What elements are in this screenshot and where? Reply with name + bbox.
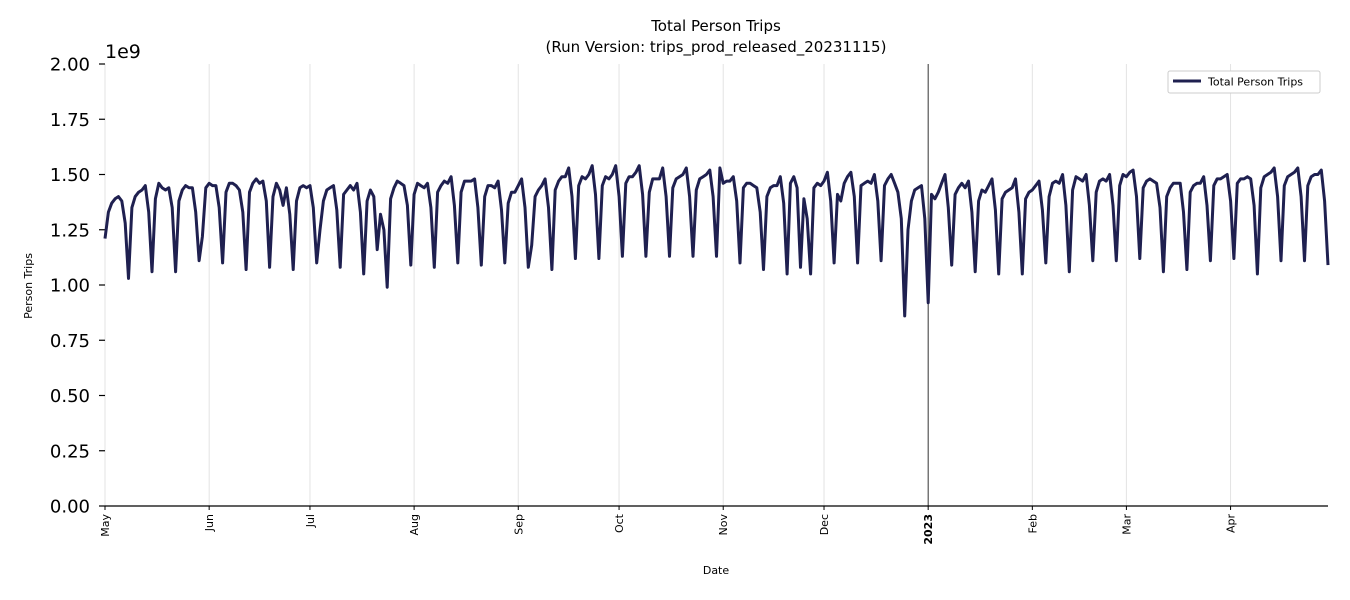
x-axis: May Jun Jul Aug Sep Oct Nov Dec 2023 Feb Mar Apr xyxy=(99,506,1238,545)
x-tick-label: Jun xyxy=(203,514,216,532)
chart-title: Total Person Trips xyxy=(650,17,781,35)
legend-label: Total Person Trips xyxy=(1207,76,1303,89)
y-tick-label: 0.25 xyxy=(50,441,90,462)
y-tick-label: 0.75 xyxy=(50,331,90,352)
y-multiplier-label: 1e9 xyxy=(105,41,141,63)
series-line xyxy=(103,164,1330,318)
y-tick-label: 1.75 xyxy=(50,110,90,131)
y-tick-label: 2.00 xyxy=(50,55,90,76)
x-tick-label: Apr xyxy=(1225,514,1238,534)
x-tick-label: Aug xyxy=(408,514,421,535)
x-tick-label: Nov xyxy=(717,514,730,536)
x-tick-label: May xyxy=(99,514,112,537)
x-tick-label: Dec xyxy=(818,514,831,535)
y-tick-label: 0.50 xyxy=(50,386,90,407)
y-tick-label: 1.00 xyxy=(50,276,90,297)
legend: Total Person Trips xyxy=(1167,70,1321,94)
chart-subtitle: (Run Version: trips_prod_released_202311… xyxy=(546,38,887,57)
y-tick-label: 1.50 xyxy=(50,165,90,186)
y-axis: 0.00 0.25 0.50 0.75 1.00 1.25 1.50 1.75 2.00 xyxy=(50,55,105,518)
x-tick-label: Sep xyxy=(512,514,525,535)
x-gridlines xyxy=(104,64,1232,506)
x-tick-label: Mar xyxy=(1120,514,1133,535)
data-points xyxy=(104,165,1329,316)
y-axis-label: Person Trips xyxy=(22,253,35,319)
series-group xyxy=(103,164,1330,318)
x-axis-label: Date xyxy=(703,564,730,577)
y-tick-label: 1.25 xyxy=(50,220,90,241)
x-tick-label: Jul xyxy=(304,514,317,528)
x-tick-label: Feb xyxy=(1026,514,1039,533)
x-tick-label: 2023 xyxy=(922,514,935,545)
legend-box xyxy=(1167,70,1321,94)
y-tick-label: 0.00 xyxy=(50,497,90,518)
x-tick-label: Oct xyxy=(613,513,626,533)
